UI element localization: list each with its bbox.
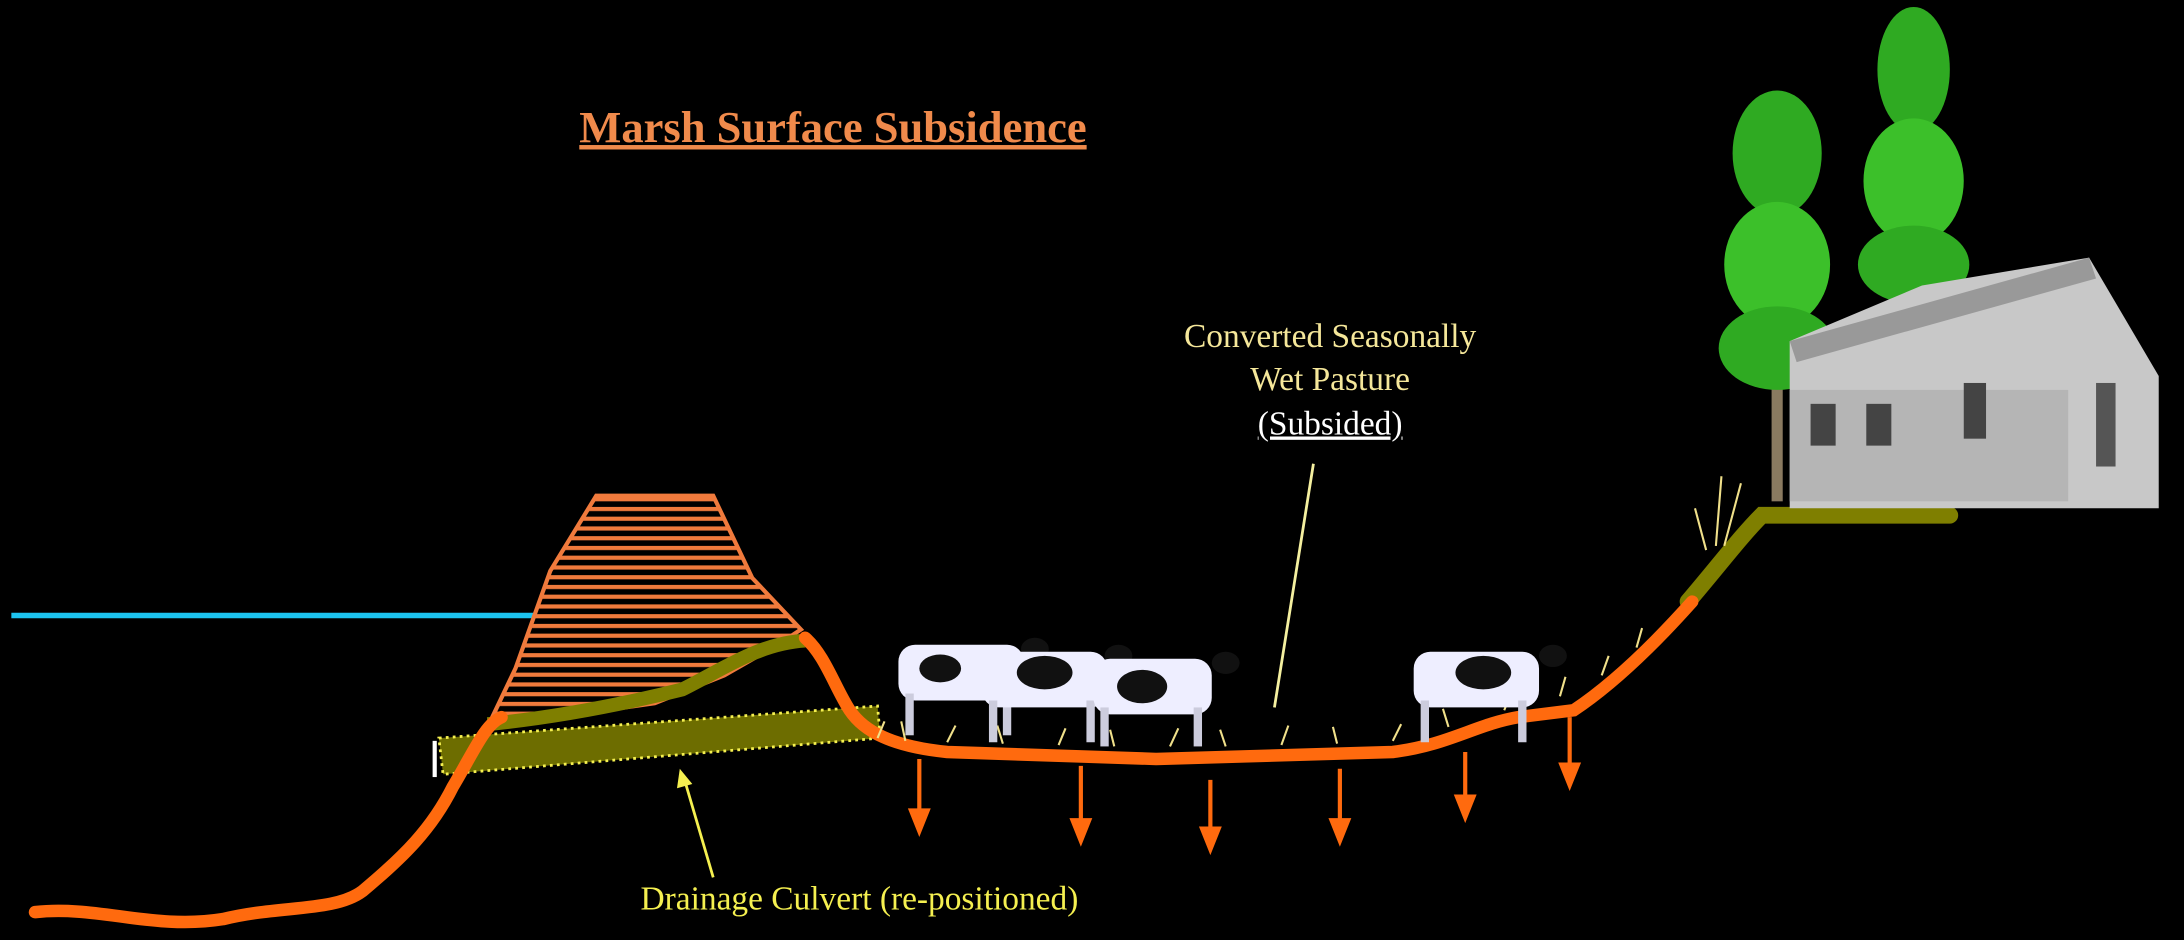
house <box>1789 257 2159 509</box>
title: Marsh Surface Subsidence <box>579 102 1086 152</box>
ground-left <box>28 710 508 929</box>
culvert-label: Drainage Culvert (re-positioned) <box>641 880 1079 917</box>
pasture-label-line: (Subsided) <box>1258 405 1403 442</box>
ground-subsided <box>798 595 1699 766</box>
culvert <box>437 704 882 776</box>
pasture-pointer <box>1273 463 1315 708</box>
pasture-label-line: Converted Seasonally <box>1184 318 1477 355</box>
pasture-label-line: Wet Pasture <box>1250 361 1410 398</box>
trees <box>1718 6 1970 502</box>
old-surface <box>486 633 806 732</box>
upland-surface <box>1679 506 1959 610</box>
cows <box>898 637 1567 747</box>
culvert-pointer <box>684 782 715 878</box>
culvert-arrowhead <box>677 768 693 789</box>
subsidence-arrows <box>907 717 1582 856</box>
